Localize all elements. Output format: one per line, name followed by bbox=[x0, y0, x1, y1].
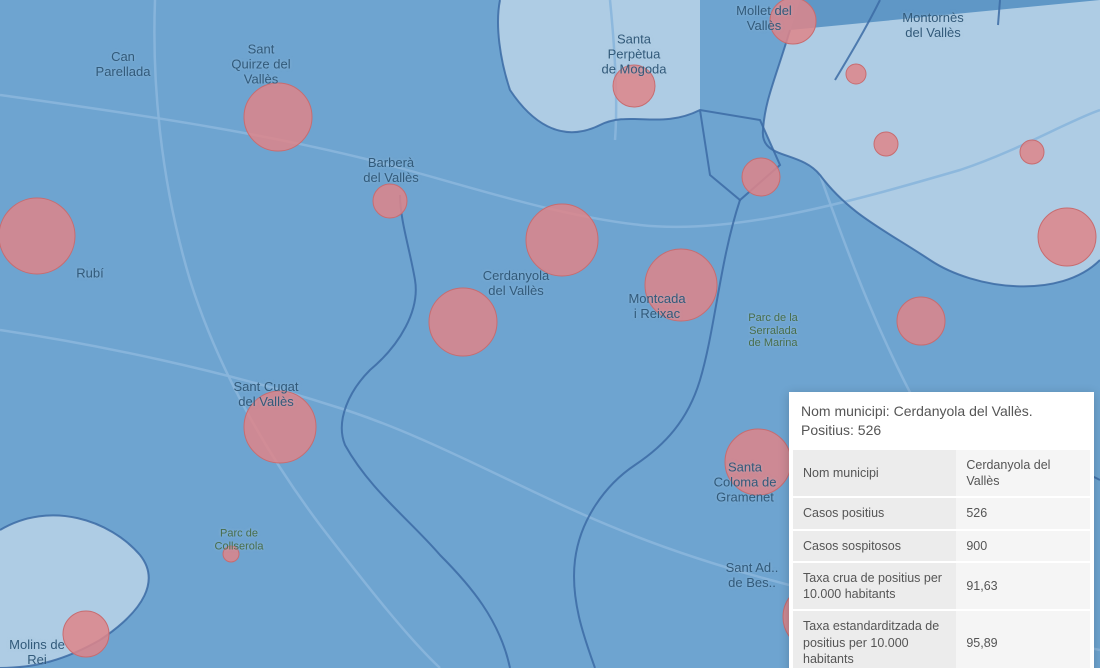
tooltip-row: Taxa estandarditzada de positius per 10.… bbox=[793, 611, 1090, 668]
bubble-10[interactable] bbox=[770, 0, 816, 44]
tooltip-key: Taxa estandarditzada de positius per 10.… bbox=[793, 611, 956, 668]
tooltip-title: Nom municipi: Cerdanyola del Vallès. Pos… bbox=[789, 392, 1094, 448]
bubble-6[interactable] bbox=[613, 65, 655, 107]
tooltip-row: Casos positius526 bbox=[793, 498, 1090, 528]
bubble-0[interactable] bbox=[0, 198, 75, 274]
map-container[interactable]: Can ParelladaSant Quirze del VallèsRubíS… bbox=[0, 0, 1100, 668]
bubble-7[interactable] bbox=[645, 249, 717, 321]
tooltip-value: 91,63 bbox=[956, 563, 1090, 610]
bubble-18[interactable] bbox=[223, 546, 239, 562]
tooltip-table: Nom municipiCerdanyola del VallèsCasos p… bbox=[789, 448, 1094, 668]
bubble-12[interactable] bbox=[63, 611, 109, 657]
tooltip-value: 900 bbox=[956, 531, 1090, 561]
tooltip-row: Taxa crua de positius per 10.000 habitan… bbox=[793, 563, 1090, 610]
tooltip-value: 526 bbox=[956, 498, 1090, 528]
bubble-14[interactable] bbox=[874, 132, 898, 156]
tooltip-key: Nom municipi bbox=[793, 450, 956, 497]
tooltip-value: Cerdanyola del Vallès bbox=[956, 450, 1090, 497]
bubble-17[interactable] bbox=[1038, 208, 1096, 266]
tooltip-value: 95,89 bbox=[956, 611, 1090, 668]
bubble-1[interactable] bbox=[244, 83, 312, 151]
tooltip-row: Casos sospitosos900 bbox=[793, 531, 1090, 561]
bubble-15[interactable] bbox=[897, 297, 945, 345]
tooltip-key: Taxa crua de positius per 10.000 habitan… bbox=[793, 563, 956, 610]
bubble-5[interactable] bbox=[526, 204, 598, 276]
tooltip-key: Casos positius bbox=[793, 498, 956, 528]
tooltip-key: Casos sospitosos bbox=[793, 531, 956, 561]
bubble-8[interactable] bbox=[725, 429, 791, 495]
bubble-3[interactable] bbox=[373, 184, 407, 218]
tooltip-panel: Nom municipi: Cerdanyola del Vallès. Pos… bbox=[789, 392, 1094, 668]
bubble-16[interactable] bbox=[1020, 140, 1044, 164]
bubble-13[interactable] bbox=[846, 64, 866, 84]
bubble-9[interactable] bbox=[742, 158, 780, 196]
bubble-4[interactable] bbox=[429, 288, 497, 356]
tooltip-row: Nom municipiCerdanyola del Vallès bbox=[793, 450, 1090, 497]
bubble-2[interactable] bbox=[244, 391, 316, 463]
